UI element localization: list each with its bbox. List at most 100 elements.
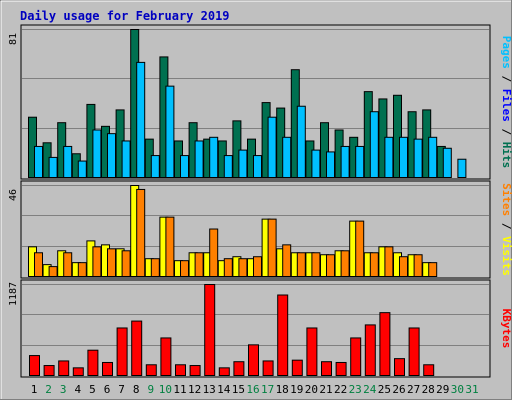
bar-kbytes-day-23	[350, 337, 362, 377]
panel-hits-bars	[28, 29, 467, 179]
bar-files-day-5	[92, 129, 102, 178]
bar-kbytes-day-16	[248, 344, 259, 376]
bar-kbytes-day-1	[29, 355, 40, 376]
panel-sites-bars	[28, 185, 438, 278]
bar-files-day-13	[209, 136, 219, 179]
bar-files-day-22	[340, 145, 350, 179]
bar-files-day-28	[428, 136, 438, 179]
bar-kbytes-day-5	[87, 349, 99, 376]
x-tick-label: 9	[147, 383, 154, 396]
bar-sites-day-12	[194, 252, 204, 277]
bar-sites-day-25	[384, 246, 394, 277]
panel-sites-ymax: 46	[8, 189, 19, 201]
bar-files-day-9	[150, 155, 160, 179]
x-tick-label: 15	[232, 383, 245, 396]
bar-files-day-18	[282, 136, 292, 179]
x-tick-label: 23	[349, 383, 362, 396]
x-tick-label: 6	[104, 383, 111, 396]
bar-files-day-27	[413, 138, 423, 178]
bar-files-day-26	[399, 136, 408, 179]
bar-files-day-25	[384, 136, 394, 179]
panel-sites-ylabel: Sites / Visits	[500, 183, 512, 276]
bar-kbytes-day-24	[364, 324, 376, 377]
ylabel-files: Files	[500, 89, 512, 122]
bar-files-day-3	[63, 145, 73, 179]
ylabel-sites: Sites	[500, 183, 512, 216]
bar-sites-day-11	[180, 260, 189, 278]
bar-sites-day-7	[121, 250, 131, 277]
bar-sites-day-5	[92, 246, 102, 277]
bar-sites-day-13	[209, 228, 219, 278]
x-tick-label: 17	[261, 383, 274, 396]
bar-files-day-20	[311, 149, 321, 178]
x-tick-label: 1	[31, 383, 38, 396]
bar-kbytes-day-3	[58, 360, 70, 377]
bar-sites-day-1	[34, 252, 43, 277]
ylabel-pages: Pages	[500, 36, 512, 69]
x-tick-label: 24	[363, 383, 377, 396]
x-tick-label: 25	[378, 383, 391, 396]
bar-kbytes-day-2	[43, 365, 55, 376]
bar-kbytes-day-25	[379, 312, 391, 377]
panel-kbytes-ymax: 1187	[8, 282, 19, 306]
bar-files-day-29	[442, 147, 452, 178]
bar-files-day-2	[48, 156, 58, 178]
bar-files-day-23	[355, 145, 365, 179]
bar-kbytes-day-22	[335, 361, 347, 376]
panel-hits-ymax: 81	[8, 33, 19, 45]
x-tick-label: 28	[422, 383, 435, 396]
bar-kbytes-day-27	[408, 327, 420, 377]
x-tick-label: 22	[334, 383, 347, 396]
chart-title: Daily usage for February 2019	[20, 9, 230, 23]
bar-sites-day-9	[150, 258, 160, 277]
x-tick-label: 3	[60, 383, 67, 396]
bar-sites-day-17	[267, 218, 277, 277]
bar-kbytes-day-9	[145, 364, 157, 376]
bar-kbytes-day-26	[394, 358, 405, 376]
x-tick-label: 18	[276, 383, 289, 396]
bar-sites-day-8	[136, 188, 146, 278]
x-tick-label: 5	[89, 383, 96, 396]
x-tick-label: 30	[451, 383, 464, 396]
bar-kbytes-day-18	[277, 294, 289, 377]
bar-kbytes-day-19	[291, 359, 303, 377]
bar-kbytes-day-14	[218, 367, 230, 377]
bar-kbytes-day-12	[189, 365, 201, 376]
x-tick-label: 29	[436, 383, 449, 396]
bar-kbytes-day-7	[116, 327, 128, 377]
bar-hits-day-26	[393, 94, 402, 178]
bar-kbytes-day-28	[423, 364, 435, 376]
x-tick-label: 12	[188, 383, 201, 396]
bar-files-day-1	[34, 145, 43, 179]
bar-sites-day-23	[355, 220, 365, 277]
x-tick-label: 21	[319, 383, 332, 396]
x-tick-label: 26	[392, 383, 405, 396]
bar-sites-day-3	[63, 252, 73, 277]
bar-sites-day-22	[340, 250, 350, 277]
bar-kbytes-day-4	[72, 367, 84, 377]
bar-sites-day-15	[238, 258, 248, 277]
bar-files-day-19	[296, 105, 306, 178]
x-axis-day-labels: 1 2 3 4 5 6 7 8 9 10 11 12 13 14 15 16 17 18 19 20 21 22 23 24 2…	[31, 383, 479, 396]
bar-kbytes-day-6	[102, 361, 113, 376]
bar-files-day-16	[253, 155, 262, 179]
x-tick-label: 2	[45, 383, 52, 396]
bar-files-day-6	[107, 133, 116, 178]
bar-files-day-17	[267, 116, 277, 178]
bar-sites-day-4	[77, 262, 87, 277]
bar-sites-day-10	[165, 216, 175, 277]
bar-files-day-4	[77, 160, 87, 179]
bar-sites-day-2	[48, 266, 58, 278]
bar-files-day-24	[369, 111, 379, 178]
bar-kbytes-day-13	[204, 284, 216, 376]
x-tick-label: 19	[290, 383, 303, 396]
x-tick-label: 27	[407, 383, 420, 396]
bar-kbytes-day-17	[262, 360, 274, 377]
bar-files-day-15	[238, 149, 248, 178]
bar-sites-day-27	[413, 254, 423, 278]
ylabel-visits: Visits	[500, 236, 512, 276]
bar-sites-day-18	[282, 244, 292, 277]
bar-sites-day-28	[428, 262, 438, 277]
x-tick-label: 10	[159, 383, 172, 396]
